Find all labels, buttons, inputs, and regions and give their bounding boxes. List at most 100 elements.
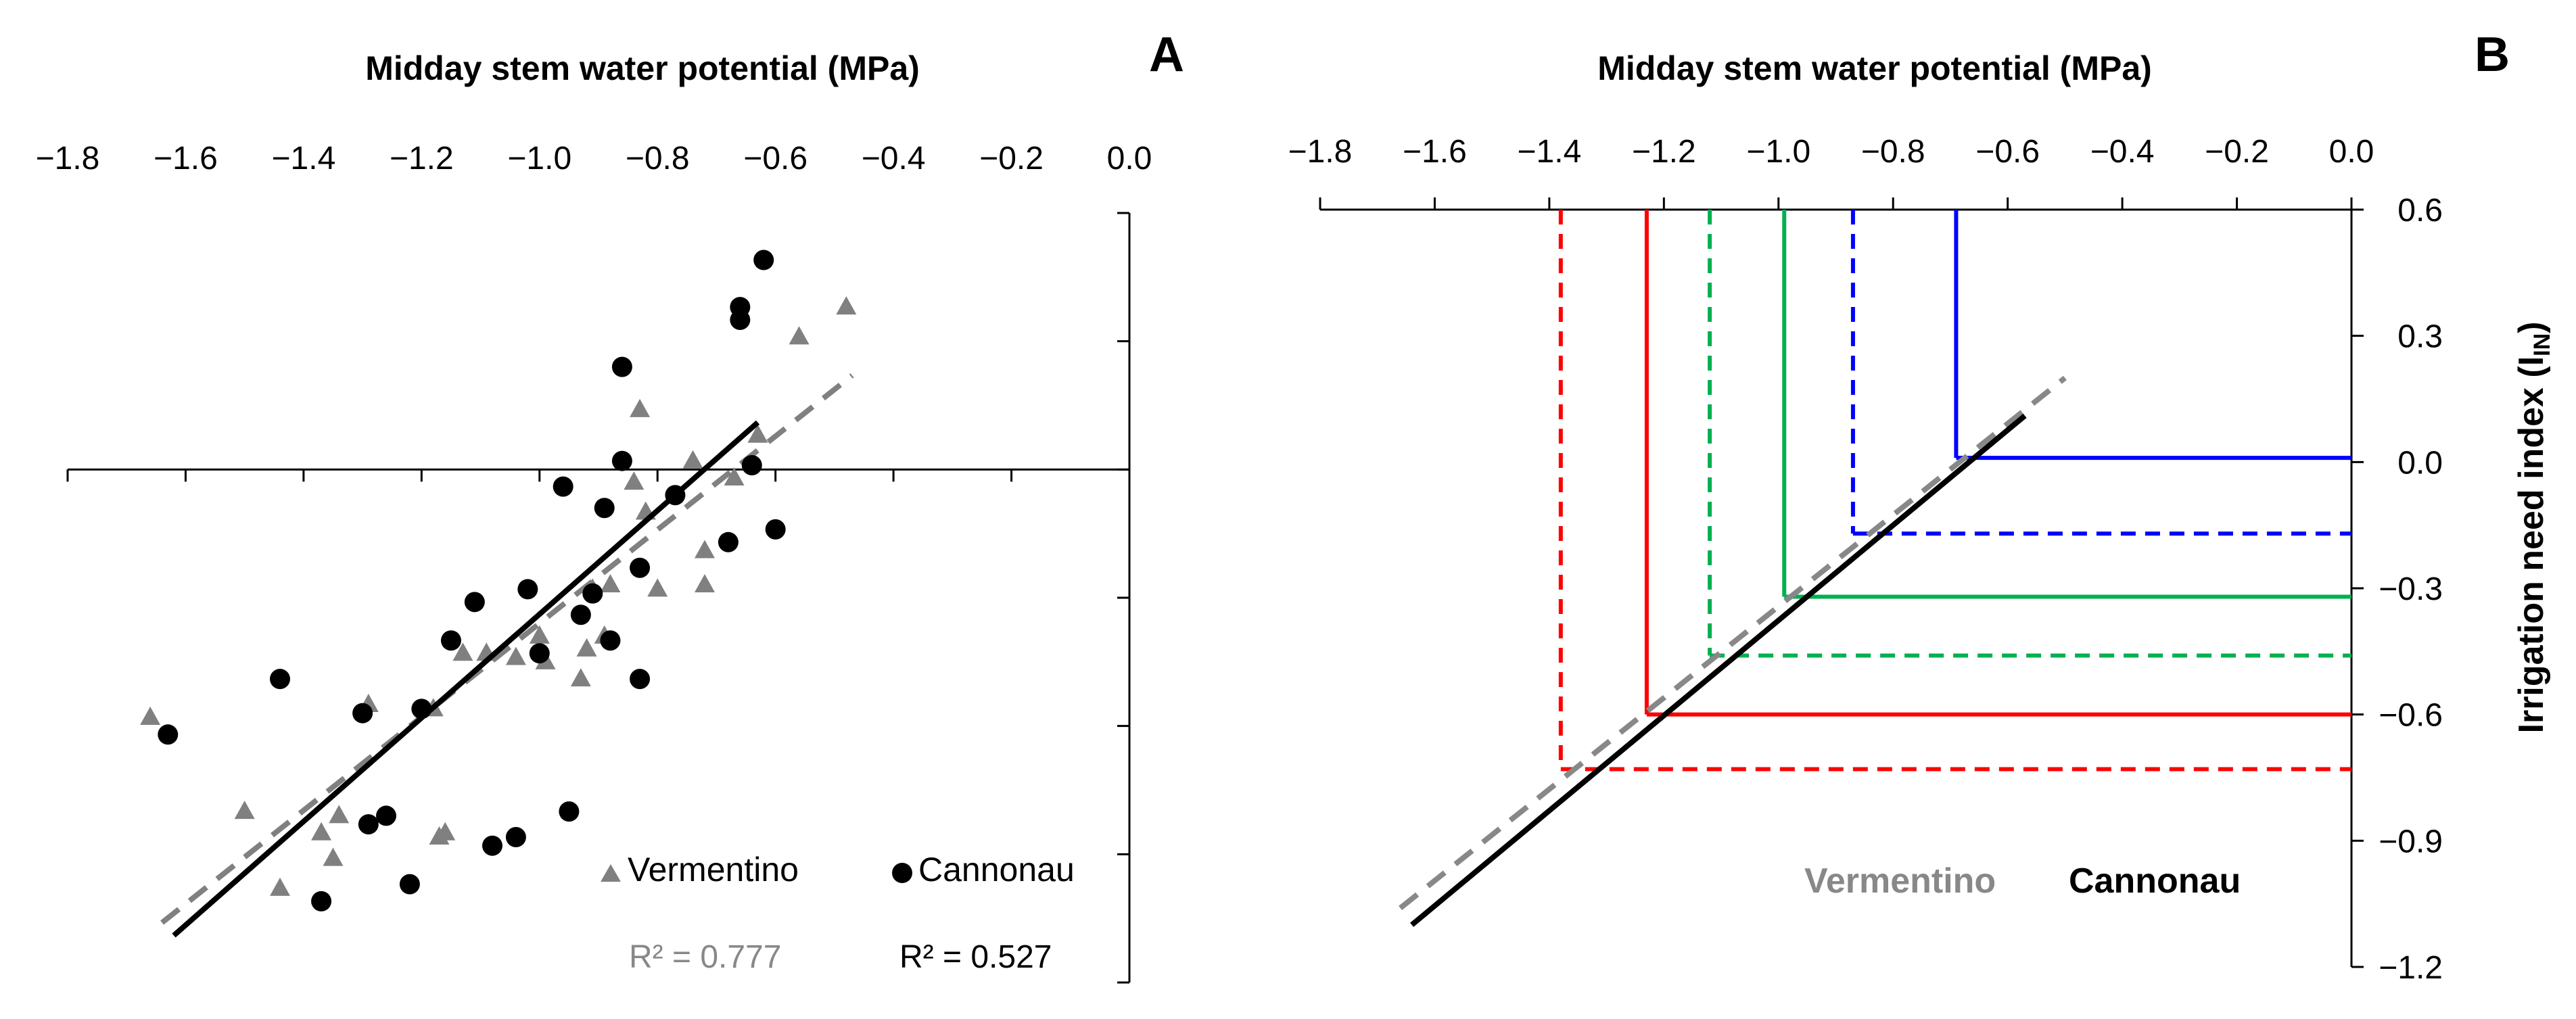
vermentino-r2-label: R² = 0.777 — [629, 939, 781, 975]
vermentino-point — [435, 822, 456, 840]
b-x-tick-label: −1.4 — [1518, 134, 1582, 170]
cannonau-point — [765, 519, 786, 540]
vermentino-point — [270, 877, 290, 896]
panel-b-y-tick-labels: 0.6 0.3 0.0 −0.3 −0.6 −0.9 −1.2 — [2379, 193, 2443, 986]
y-axis-label-end: ) — [2512, 322, 2551, 333]
vermentino-point — [624, 471, 645, 490]
vermentino-point — [789, 326, 810, 345]
panel-b-x-tick-labels: −1.8 −1.6 −1.4 −1.2 −1.0 −0.8 −0.6 −0.4 −0.2 0.0 — [1288, 134, 2374, 170]
a-x-tick-label: −1.4 — [272, 141, 336, 176]
panel-b-fit-lines — [1399, 375, 2067, 927]
vermentino-point — [836, 296, 857, 315]
vermentino-point — [234, 801, 255, 820]
vermentino-point — [323, 847, 344, 866]
b-y-tick-label: −0.3 — [2379, 571, 2443, 607]
cannonau-point — [730, 297, 751, 318]
a-x-tick-label: −1.2 — [390, 141, 454, 176]
b-x-tick-label: −1.0 — [1746, 134, 1810, 170]
panel-a-legend: Vermentino Cannonau R² = 0.777 R² = 0.52… — [601, 851, 1075, 975]
cannonau-point — [517, 579, 538, 600]
vermentino-point — [505, 646, 526, 665]
panel-a-x-tick-labels: −1.8 −1.6 −1.4 −1.2 −1.0 −0.8 −0.6 −0.4 −0.2 0.0 — [36, 141, 1152, 176]
vermentino-point — [682, 450, 703, 469]
panel-b-legend: Vermentino Cannonau — [1804, 861, 2241, 901]
legend-cannonau-circle-marker — [892, 863, 912, 883]
vermentino-point — [576, 638, 597, 657]
a-x-tick-label: −1.8 — [36, 141, 100, 176]
cannonau-point — [505, 827, 526, 848]
a-x-tick-label: −0.2 — [979, 141, 1044, 176]
cannonau-point — [582, 583, 603, 604]
cannonau-point — [559, 801, 580, 822]
cannonau-point — [399, 874, 420, 895]
a-x-tick-label: 0.0 — [1107, 141, 1152, 176]
legend-vermentino-label: Vermentino — [628, 851, 799, 888]
panel-b-y-axis-label: Irrigation need index (IIN) — [2512, 322, 2555, 734]
b-x-tick-label: −1.6 — [1403, 134, 1467, 170]
b-y-tick-label: 0.0 — [2397, 445, 2443, 481]
a-x-tick-label: −0.6 — [743, 141, 807, 176]
legend-vermentino-triangle-marker — [601, 864, 621, 882]
cannonau-point — [464, 592, 485, 613]
cannonau-point — [741, 455, 762, 476]
vermentino-point — [140, 707, 161, 726]
cannonau-r2-label: R² = 0.527 — [899, 939, 1052, 975]
a-x-tick-label: −0.8 — [626, 141, 690, 176]
a-x-tick-label: −0.4 — [862, 141, 926, 176]
cannonau-point — [611, 356, 632, 377]
cannonau-point — [352, 703, 373, 724]
panel-a: Midday stem water potential (MPa) A −1.8… — [36, 28, 1184, 984]
cannonau-point — [630, 557, 651, 578]
b-y-tick-label: 0.6 — [2397, 193, 2443, 229]
panel-a-fit-lines — [160, 373, 854, 925]
cannonau-point — [158, 724, 179, 745]
y-axis-label-subscript: IN — [2529, 333, 2555, 356]
a-x-tick-label: −1.6 — [154, 141, 218, 176]
cannonau-point — [718, 531, 739, 552]
panel-b-threshold-lines — [1558, 210, 2351, 772]
vermentino-point — [695, 574, 715, 593]
panel-a-letter: A — [1149, 28, 1184, 82]
a-x-tick-label: −1.0 — [507, 141, 571, 176]
cannonau-point — [529, 643, 550, 664]
cannonau-point — [611, 450, 632, 471]
vermentino-point — [695, 540, 715, 559]
b-y-tick-label: 0.3 — [2397, 319, 2443, 355]
b-x-tick-label: −0.4 — [2090, 134, 2155, 170]
b-x-tick-label: −1.8 — [1288, 134, 1353, 170]
b-fit-line-vermentino — [1399, 375, 2067, 911]
b-x-tick-label: −0.2 — [2205, 134, 2269, 170]
cannonau-point — [753, 250, 774, 270]
vermentino-point — [724, 467, 745, 485]
panel-b-title: Midday stem water potential (MPa) — [1597, 49, 2152, 87]
cannonau-point — [600, 630, 621, 651]
b-y-tick-label: −0.9 — [2379, 824, 2443, 859]
y-axis-label-main: Irrigation need index (I — [2512, 356, 2551, 734]
vermentino-point — [630, 398, 651, 417]
cannonau-point — [594, 498, 615, 519]
vermentino-point — [529, 625, 550, 644]
vermentino-point — [647, 578, 668, 597]
b-y-tick-label: −0.6 — [2379, 698, 2443, 734]
b-x-tick-label: −0.6 — [1975, 134, 2040, 170]
panel-a-data-points — [140, 250, 857, 938]
cannonau-point — [440, 630, 461, 651]
panel-b-axes — [1319, 197, 2364, 968]
panel-b: Midday stem water potential (MPa) B −1.8… — [1288, 28, 2555, 986]
vermentino-point — [747, 424, 768, 443]
cannonau-point — [630, 669, 651, 690]
vermentino-point — [600, 574, 621, 593]
vermentino-point — [311, 822, 332, 840]
cannonau-point — [270, 669, 290, 690]
cannonau-point — [358, 814, 379, 835]
cannonau-point — [570, 605, 591, 625]
vermentino-fit-line — [160, 373, 854, 925]
vermentino-point — [570, 668, 591, 687]
cannonau-point — [376, 805, 396, 826]
cannonau-fit-line — [172, 420, 760, 938]
legend-cannonau-label: Cannonau — [918, 851, 1075, 888]
panel-a-title: Midday stem water potential (MPa) — [365, 49, 920, 87]
vermentino-point — [329, 805, 350, 824]
vermentino-point — [452, 642, 473, 661]
